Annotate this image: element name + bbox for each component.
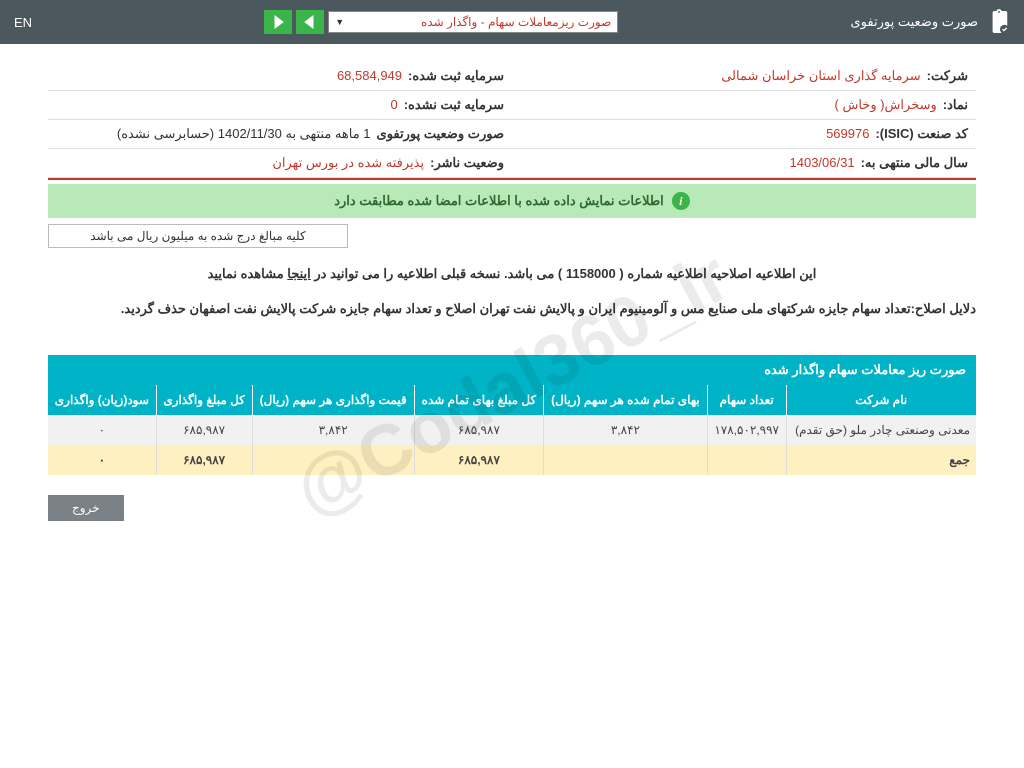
info-label: سرمایه ثبت نشده: bbox=[404, 97, 504, 113]
info-value: 569976 bbox=[826, 126, 869, 141]
info-label: شرکت: bbox=[927, 68, 968, 84]
sum-cell: ۶۸۵,۹۸۷ bbox=[414, 445, 543, 475]
info-fiscal-year: سال مالی منتهی به: 1403/06/31 bbox=[512, 149, 976, 178]
previous-version-link[interactable]: اینجا bbox=[287, 266, 311, 281]
chevron-down-icon: ▼ bbox=[335, 17, 344, 27]
nav-next-button[interactable] bbox=[296, 10, 324, 34]
dropdown-value: صورت ریزمعاملات سهام - واگذار شده bbox=[421, 15, 611, 29]
amounts-note: کلیه مبالغ درج شده به میلیون ریال می باش… bbox=[48, 224, 348, 248]
info-isic: کد صنعت (ISIC): 569976 bbox=[512, 120, 976, 149]
th-sale-price: قیمت واگذاری هر سهم (ریال) bbox=[252, 385, 414, 415]
info-portfolio-status: صورت وضعیت پورتفوی 1 ماهه منتهی به 1402/… bbox=[48, 120, 512, 149]
sum-label: جمع bbox=[786, 445, 976, 475]
info-publisher-status: وضعیت ناشر: پذیرفته شده در بورس تهران bbox=[48, 149, 512, 178]
info-label: وضعیت ناشر: bbox=[430, 155, 504, 171]
sum-cell bbox=[544, 445, 708, 475]
table-row: معدنی وصنعتی چادر ملو (حق تقدم) ۱۷۸,۵۰۲,… bbox=[48, 415, 976, 445]
info-grid: شرکت: سرمایه گذاری استان خراسان شمالی سر… bbox=[48, 62, 976, 180]
clipboard-check-icon bbox=[988, 9, 1010, 35]
sum-cell: ۶۸۵,۹۸۷ bbox=[156, 445, 252, 475]
report-dropdown[interactable]: صورت ریزمعاملات سهام - واگذار شده ▼ bbox=[328, 11, 618, 33]
info-value: سرمایه گذاری استان خراسان شمالی bbox=[721, 68, 920, 84]
cell-sale-price: ۳,۸۴۲ bbox=[252, 415, 414, 445]
th-company: نام شرکت bbox=[786, 385, 976, 415]
cell-company: معدنی وصنعتی چادر ملو (حق تقدم) bbox=[786, 415, 976, 445]
info-label: نماد: bbox=[943, 97, 968, 113]
cell-shares: ۱۷۸,۵۰۲,۹۹۷ bbox=[707, 415, 786, 445]
content: شرکت: سرمایه گذاری استان خراسان شمالی سر… bbox=[0, 44, 1024, 521]
info-value: وسخراش( وخاش ) bbox=[835, 97, 937, 113]
section-title: صورت ریز معاملات سهام واگذار شده bbox=[48, 355, 976, 385]
table-sum-row: جمع ۶۸۵,۹۸۷ ۶۸۵,۹۸۷ ۰ bbox=[48, 445, 976, 475]
table-header-row: نام شرکت تعداد سهام بهای تمام شده هر سهم… bbox=[48, 385, 976, 415]
info-value: پذیرفته شده در بورس تهران bbox=[272, 155, 424, 171]
info-label: سال مالی منتهی به: bbox=[861, 155, 968, 171]
notice-text-post: مشاهده نمایید bbox=[208, 266, 288, 281]
th-total-cost: کل مبلغ بهای تمام شده bbox=[414, 385, 543, 415]
alert-success: i اطلاعات نمایش داده شده با اطلاعات امضا… bbox=[48, 184, 976, 218]
info-capital-unregistered: سرمایه ثبت نشده: 0 bbox=[48, 91, 512, 120]
nav-prev-button[interactable] bbox=[264, 10, 292, 34]
correction-notice: این اطلاعیه اصلاحیه اطلاعیه شماره ( 1158… bbox=[48, 262, 976, 287]
info-capital-registered: سرمایه ثبت شده: 68,584,949 bbox=[48, 62, 512, 91]
info-label: کد صنعت (ISIC): bbox=[875, 126, 968, 142]
page-title: صورت وضعیت پورتفوی bbox=[851, 14, 978, 30]
notice2-text: تعداد سهام جایزه شرکتهای ملی صنایع مس و … bbox=[121, 301, 911, 316]
info-value: 1403/06/31 bbox=[790, 155, 855, 170]
th-shares: تعداد سهام bbox=[707, 385, 786, 415]
info-icon: i bbox=[672, 192, 690, 210]
info-label: سرمایه ثبت شده: bbox=[408, 68, 504, 84]
cell-total-sale: ۶۸۵,۹۸۷ bbox=[156, 415, 252, 445]
th-total-sale: کل مبلغ واگذاری bbox=[156, 385, 252, 415]
notice-text-pre: این اطلاعیه اصلاحیه اطلاعیه شماره ( 1158… bbox=[311, 266, 817, 281]
info-value: 0 bbox=[390, 97, 397, 112]
language-toggle[interactable]: EN bbox=[14, 15, 32, 30]
info-company: شرکت: سرمایه گذاری استان خراسان شمالی bbox=[512, 62, 976, 91]
cell-profit-loss: ۰ bbox=[48, 415, 156, 445]
transactions-table: نام شرکت تعداد سهام بهای تمام شده هر سهم… bbox=[48, 385, 976, 475]
sum-cell bbox=[252, 445, 414, 475]
th-cost-per-share: بهای تمام شده هر سهم (ریال) bbox=[544, 385, 708, 415]
correction-reasons: دلایل اصلاح:تعداد سهام جایزه شرکتهای ملی… bbox=[48, 297, 976, 322]
exit-button[interactable]: خروج bbox=[48, 495, 124, 521]
th-profit-loss: سود(زیان) واگذاری bbox=[48, 385, 156, 415]
sum-cell bbox=[707, 445, 786, 475]
topbar: صورت وضعیت پورتفوی صورت ریزمعاملات سهام … bbox=[0, 0, 1024, 44]
alert-text: اطلاعات نمایش داده شده با اطلاعات امضا ش… bbox=[334, 193, 664, 209]
topbar-center: صورت ریزمعاملات سهام - واگذار شده ▼ bbox=[264, 10, 618, 34]
notice2-label: دلایل اصلاح: bbox=[911, 301, 976, 316]
sum-cell: ۰ bbox=[48, 445, 156, 475]
cell-cost-per-share: ۳,۸۴۲ bbox=[544, 415, 708, 445]
info-symbol: نماد: وسخراش( وخاش ) bbox=[512, 91, 976, 120]
topbar-right: صورت وضعیت پورتفوی bbox=[851, 9, 1010, 35]
cell-total-cost: ۶۸۵,۹۸۷ bbox=[414, 415, 543, 445]
info-value: 1 ماهه منتهی به 1402/11/30 (حسابرسی نشده… bbox=[117, 126, 371, 142]
info-label: صورت وضعیت پورتفوی bbox=[377, 126, 504, 142]
info-value: 68,584,949 bbox=[337, 68, 402, 83]
